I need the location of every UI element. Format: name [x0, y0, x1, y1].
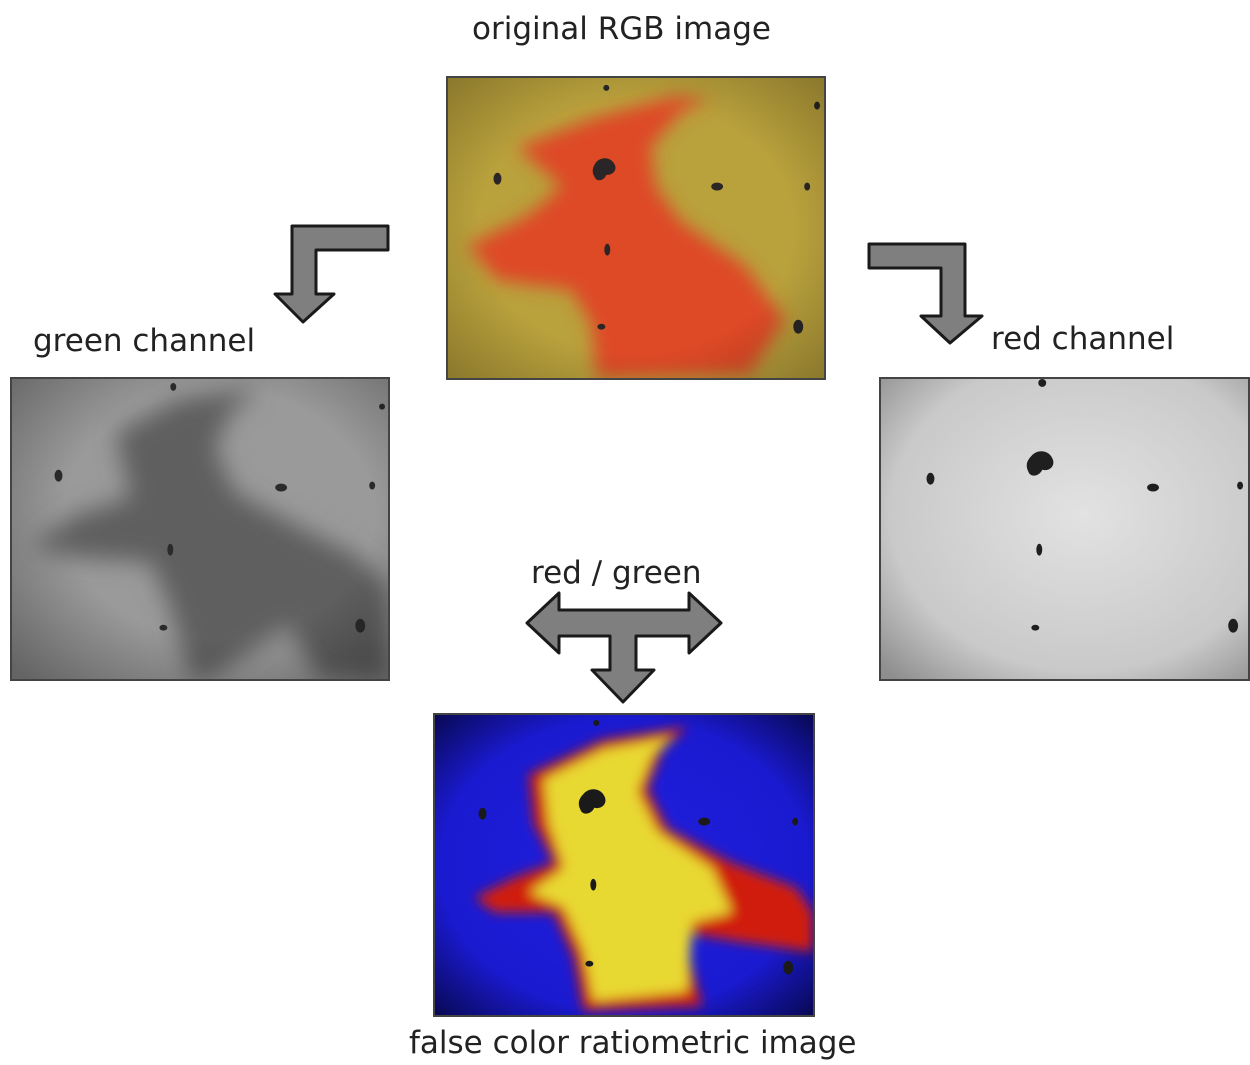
false-color-ratiometric-image	[433, 713, 815, 1017]
arrow-to-red-channel	[867, 242, 984, 345]
false-color-label: false color ratiometric image	[409, 1025, 857, 1061]
red-channel-label: red channel	[991, 321, 1175, 357]
original-rgb-image	[446, 76, 826, 380]
red-channel-image	[879, 377, 1250, 681]
original-image-label: original RGB image	[472, 11, 771, 47]
ratio-label: red / green	[531, 555, 702, 591]
arrow-to-green-channel	[273, 224, 390, 324]
green-channel-label: green channel	[33, 323, 256, 359]
ratio-t-arrow	[525, 591, 723, 704]
green-channel-image	[10, 377, 390, 681]
